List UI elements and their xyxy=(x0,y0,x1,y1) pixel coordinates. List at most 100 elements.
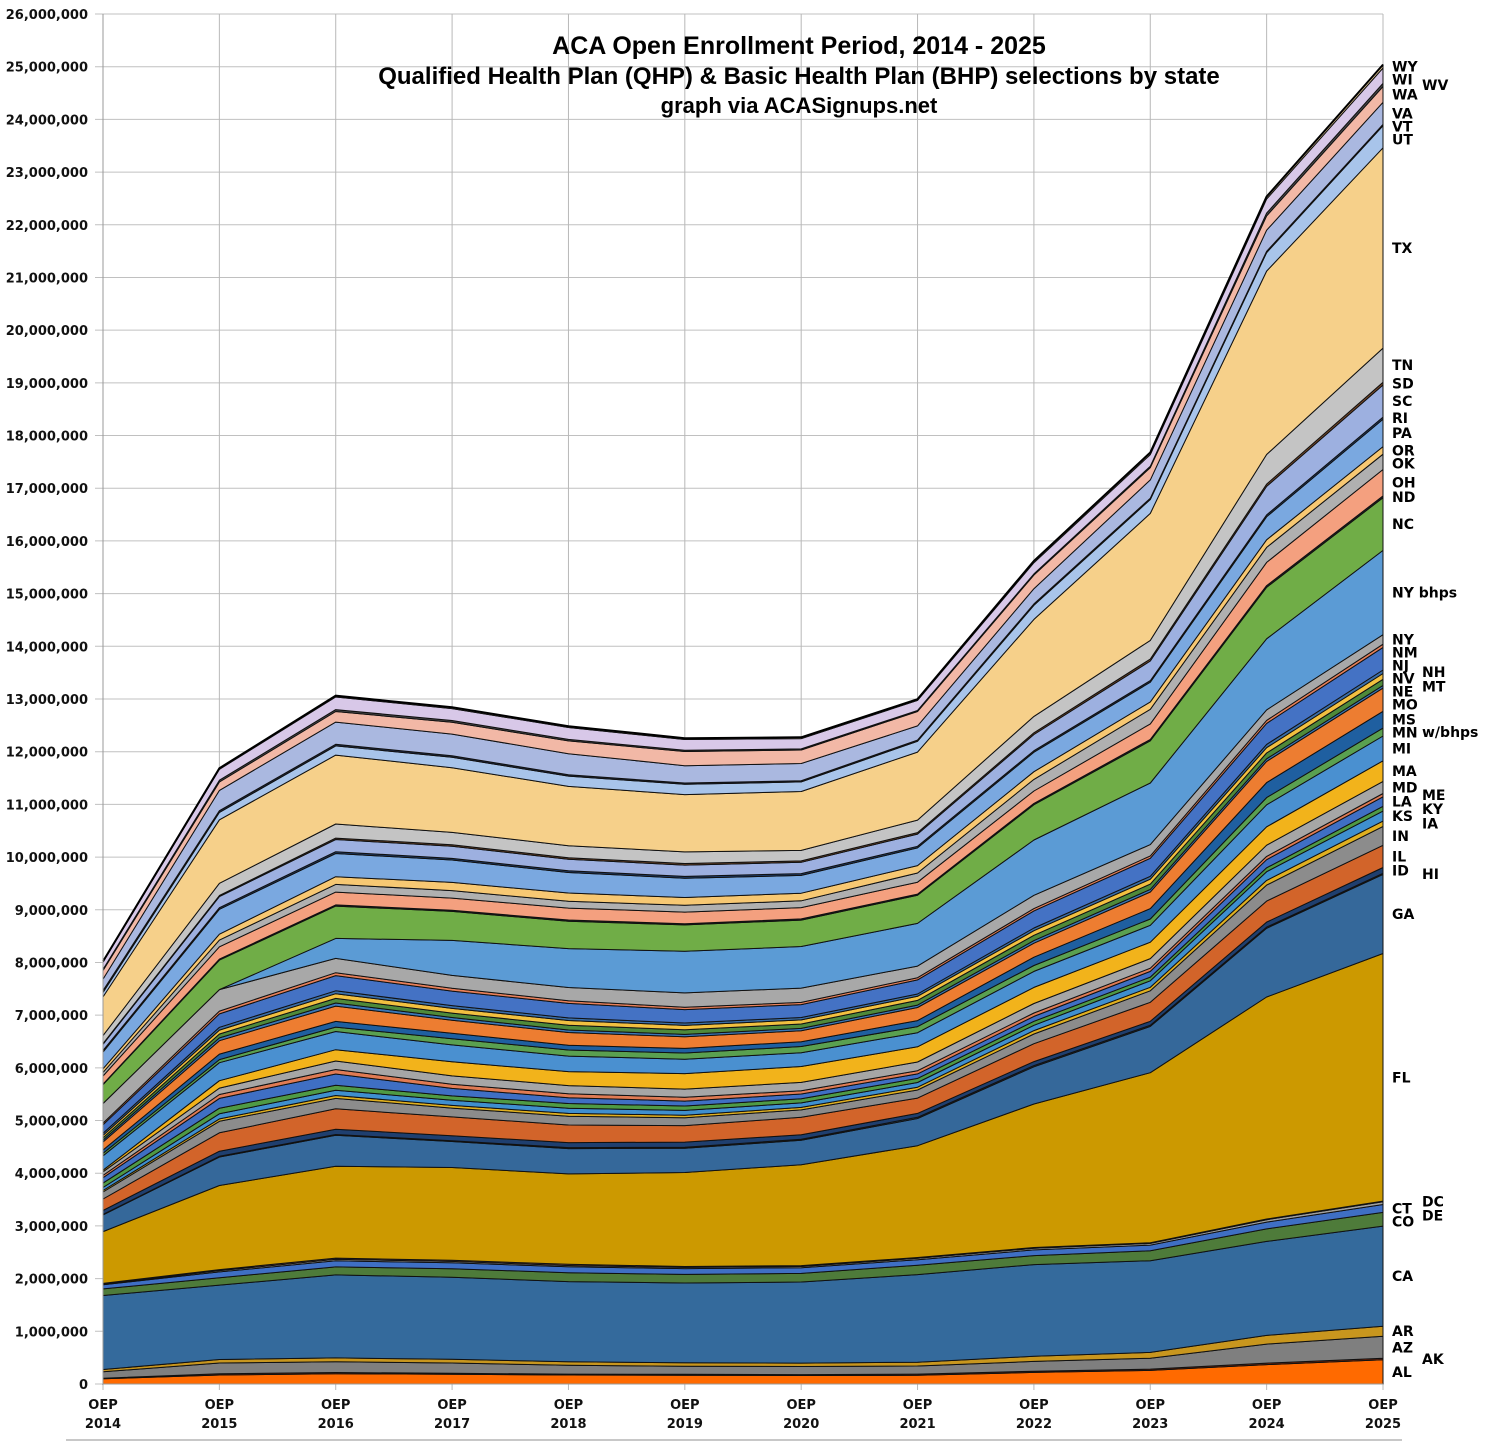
x-axis: OEP 2014 OEP 2015 OEP 2016 OEP 2017 OEP 2018 OEP 20… xyxy=(85,1383,1401,1432)
x-tick-label-top: OEP xyxy=(88,1398,117,1413)
state-label-oh: OH xyxy=(1392,476,1416,492)
y-tick-label: 8,000,000 xyxy=(15,956,88,971)
x-tick-label-year: 2019 xyxy=(667,1417,703,1432)
x-tick-label-year: 2018 xyxy=(550,1417,586,1432)
x-tick-label-top: OEP xyxy=(1252,1398,1281,1413)
x-tick-label-top: OEP xyxy=(1136,1398,1165,1413)
state-label-me: ME xyxy=(1422,788,1446,804)
state-label-az: AZ xyxy=(1392,1340,1413,1356)
state-label-dc: DC xyxy=(1422,1194,1444,1210)
y-tick-label: 18,000,000 xyxy=(6,430,88,445)
y-tick-label: 25,000,000 xyxy=(6,61,88,76)
state-label-de: DE xyxy=(1422,1208,1443,1224)
x-tick-label-year: 2025 xyxy=(1365,1417,1401,1432)
state-label-in: IN xyxy=(1392,829,1409,845)
state-label-mt: MT xyxy=(1422,680,1446,696)
x-tick-label-top: OEP xyxy=(786,1398,815,1413)
y-tick-label: 22,000,000 xyxy=(6,219,88,234)
state-label-mi: MI xyxy=(1392,741,1411,757)
y-tick-label: 19,000,000 xyxy=(6,377,88,392)
y-tick-label: 21,000,000 xyxy=(6,271,88,286)
state-label-ct: CT xyxy=(1392,1201,1412,1217)
y-tick-label: 6,000,000 xyxy=(15,1062,88,1077)
state-label-ny: NY xyxy=(1392,632,1415,648)
y-tick-label: 23,000,000 xyxy=(6,166,88,181)
y-tick-label: 4,000,000 xyxy=(15,1167,88,1182)
chart-source: graph via ACASignups.net xyxy=(661,93,938,118)
state-label-nv: NV xyxy=(1392,671,1415,687)
state-label-nd: ND xyxy=(1392,490,1415,506)
y-tick-label: 17,000,000 xyxy=(6,482,88,497)
state-label-ms: MS xyxy=(1392,713,1416,729)
y-tick-label: 15,000,000 xyxy=(6,588,88,603)
state-label-ne: NE xyxy=(1392,684,1413,700)
state-label-id: ID xyxy=(1392,863,1409,879)
y-tick-label: 16,000,000 xyxy=(6,535,88,550)
state-label-vt: VT xyxy=(1392,119,1413,135)
x-tick-label-year: 2014 xyxy=(85,1417,121,1432)
chart-subtitle: Qualified Health Plan (QHP) & Basic Heal… xyxy=(378,63,1220,90)
total-outline xyxy=(102,63,1384,962)
y-axis: 0 1,000,000 2,000,000 3,000,000 4,000,000 5,0… xyxy=(6,8,104,1393)
y-tick-label: 5,000,000 xyxy=(15,1115,88,1130)
state-label-wy: WY xyxy=(1392,59,1418,75)
y-tick-label: 26,000,000 xyxy=(6,8,88,23)
x-tick-label-top: OEP xyxy=(1019,1398,1048,1413)
state-label-la: LA xyxy=(1392,795,1412,811)
state-label-or: OR xyxy=(1392,443,1415,459)
x-tick-label-year: 2016 xyxy=(318,1417,354,1432)
x-tick-label-year: 2015 xyxy=(201,1417,237,1432)
x-tick-label-year: 2020 xyxy=(783,1417,819,1432)
state-label-ga: GA xyxy=(1392,907,1414,923)
y-tick-label: 13,000,000 xyxy=(6,693,88,708)
x-tick-label-top: OEP xyxy=(205,1398,234,1413)
y-tick-label: 7,000,000 xyxy=(15,1009,88,1024)
x-tick-label-top: OEP xyxy=(1368,1398,1397,1413)
area-series-group xyxy=(102,63,1384,1385)
state-label-ut: UT xyxy=(1392,132,1413,148)
state-label-wi: WI xyxy=(1392,72,1413,88)
state-label-w-bhps: w/bhps xyxy=(1422,725,1478,741)
state-label-nm: NM xyxy=(1392,645,1418,661)
state-label-ma: MA xyxy=(1392,764,1417,780)
state-label-ar: AR xyxy=(1392,1324,1414,1340)
x-tick-label-top: OEP xyxy=(670,1398,699,1413)
y-tick-label: 2,000,000 xyxy=(15,1273,88,1288)
state-label-wv: WV xyxy=(1422,78,1448,94)
chart-title: ACA Open Enrollment Period, 2014 - 2025 xyxy=(552,32,1046,60)
y-tick-label: 20,000,000 xyxy=(6,324,88,339)
y-tick-label: 9,000,000 xyxy=(15,904,88,919)
x-tick-label-year: 2022 xyxy=(1016,1417,1052,1432)
state-label-ri: RI xyxy=(1392,411,1408,427)
state-label-wa: WA xyxy=(1392,87,1418,103)
state-label-sc: SC xyxy=(1392,394,1412,410)
state-label-fl: FL xyxy=(1392,1070,1411,1086)
chart-title-block: ACA Open Enrollment Period, 2014 - 2025 … xyxy=(378,32,1220,118)
x-tick-label-top: OEP xyxy=(554,1398,583,1413)
x-tick-label-year: 2023 xyxy=(1132,1417,1168,1432)
x-tick-label-top: OEP xyxy=(321,1398,350,1413)
y-tick-label: 11,000,000 xyxy=(6,798,88,813)
state-label-tn: TN xyxy=(1392,358,1413,374)
state-label-il: IL xyxy=(1392,849,1406,865)
state-label-ca: CA xyxy=(1392,1269,1413,1285)
state-label-mn: MN xyxy=(1392,726,1418,742)
x-tick-label-year: 2017 xyxy=(434,1417,470,1432)
state-label-pa: PA xyxy=(1392,426,1412,442)
y-tick-label: 14,000,000 xyxy=(6,640,88,655)
state-label-ia: IA xyxy=(1422,817,1438,833)
state-label-mo: MO xyxy=(1392,697,1418,713)
y-tick-label: 12,000,000 xyxy=(6,746,88,761)
state-label-al: AL xyxy=(1392,1365,1412,1381)
state-label-va: VA xyxy=(1392,106,1413,122)
state-label-ok: OK xyxy=(1392,456,1416,472)
state-label-sd: SD xyxy=(1392,377,1414,393)
x-tick-label-year: 2024 xyxy=(1249,1417,1285,1432)
y-tick-label: 1,000,000 xyxy=(15,1325,88,1340)
x-tick-label-top: OEP xyxy=(903,1398,932,1413)
state-label-nh: NH xyxy=(1422,665,1445,681)
state-label-ak: AK xyxy=(1422,1352,1445,1368)
y-tick-label: 3,000,000 xyxy=(15,1220,88,1235)
